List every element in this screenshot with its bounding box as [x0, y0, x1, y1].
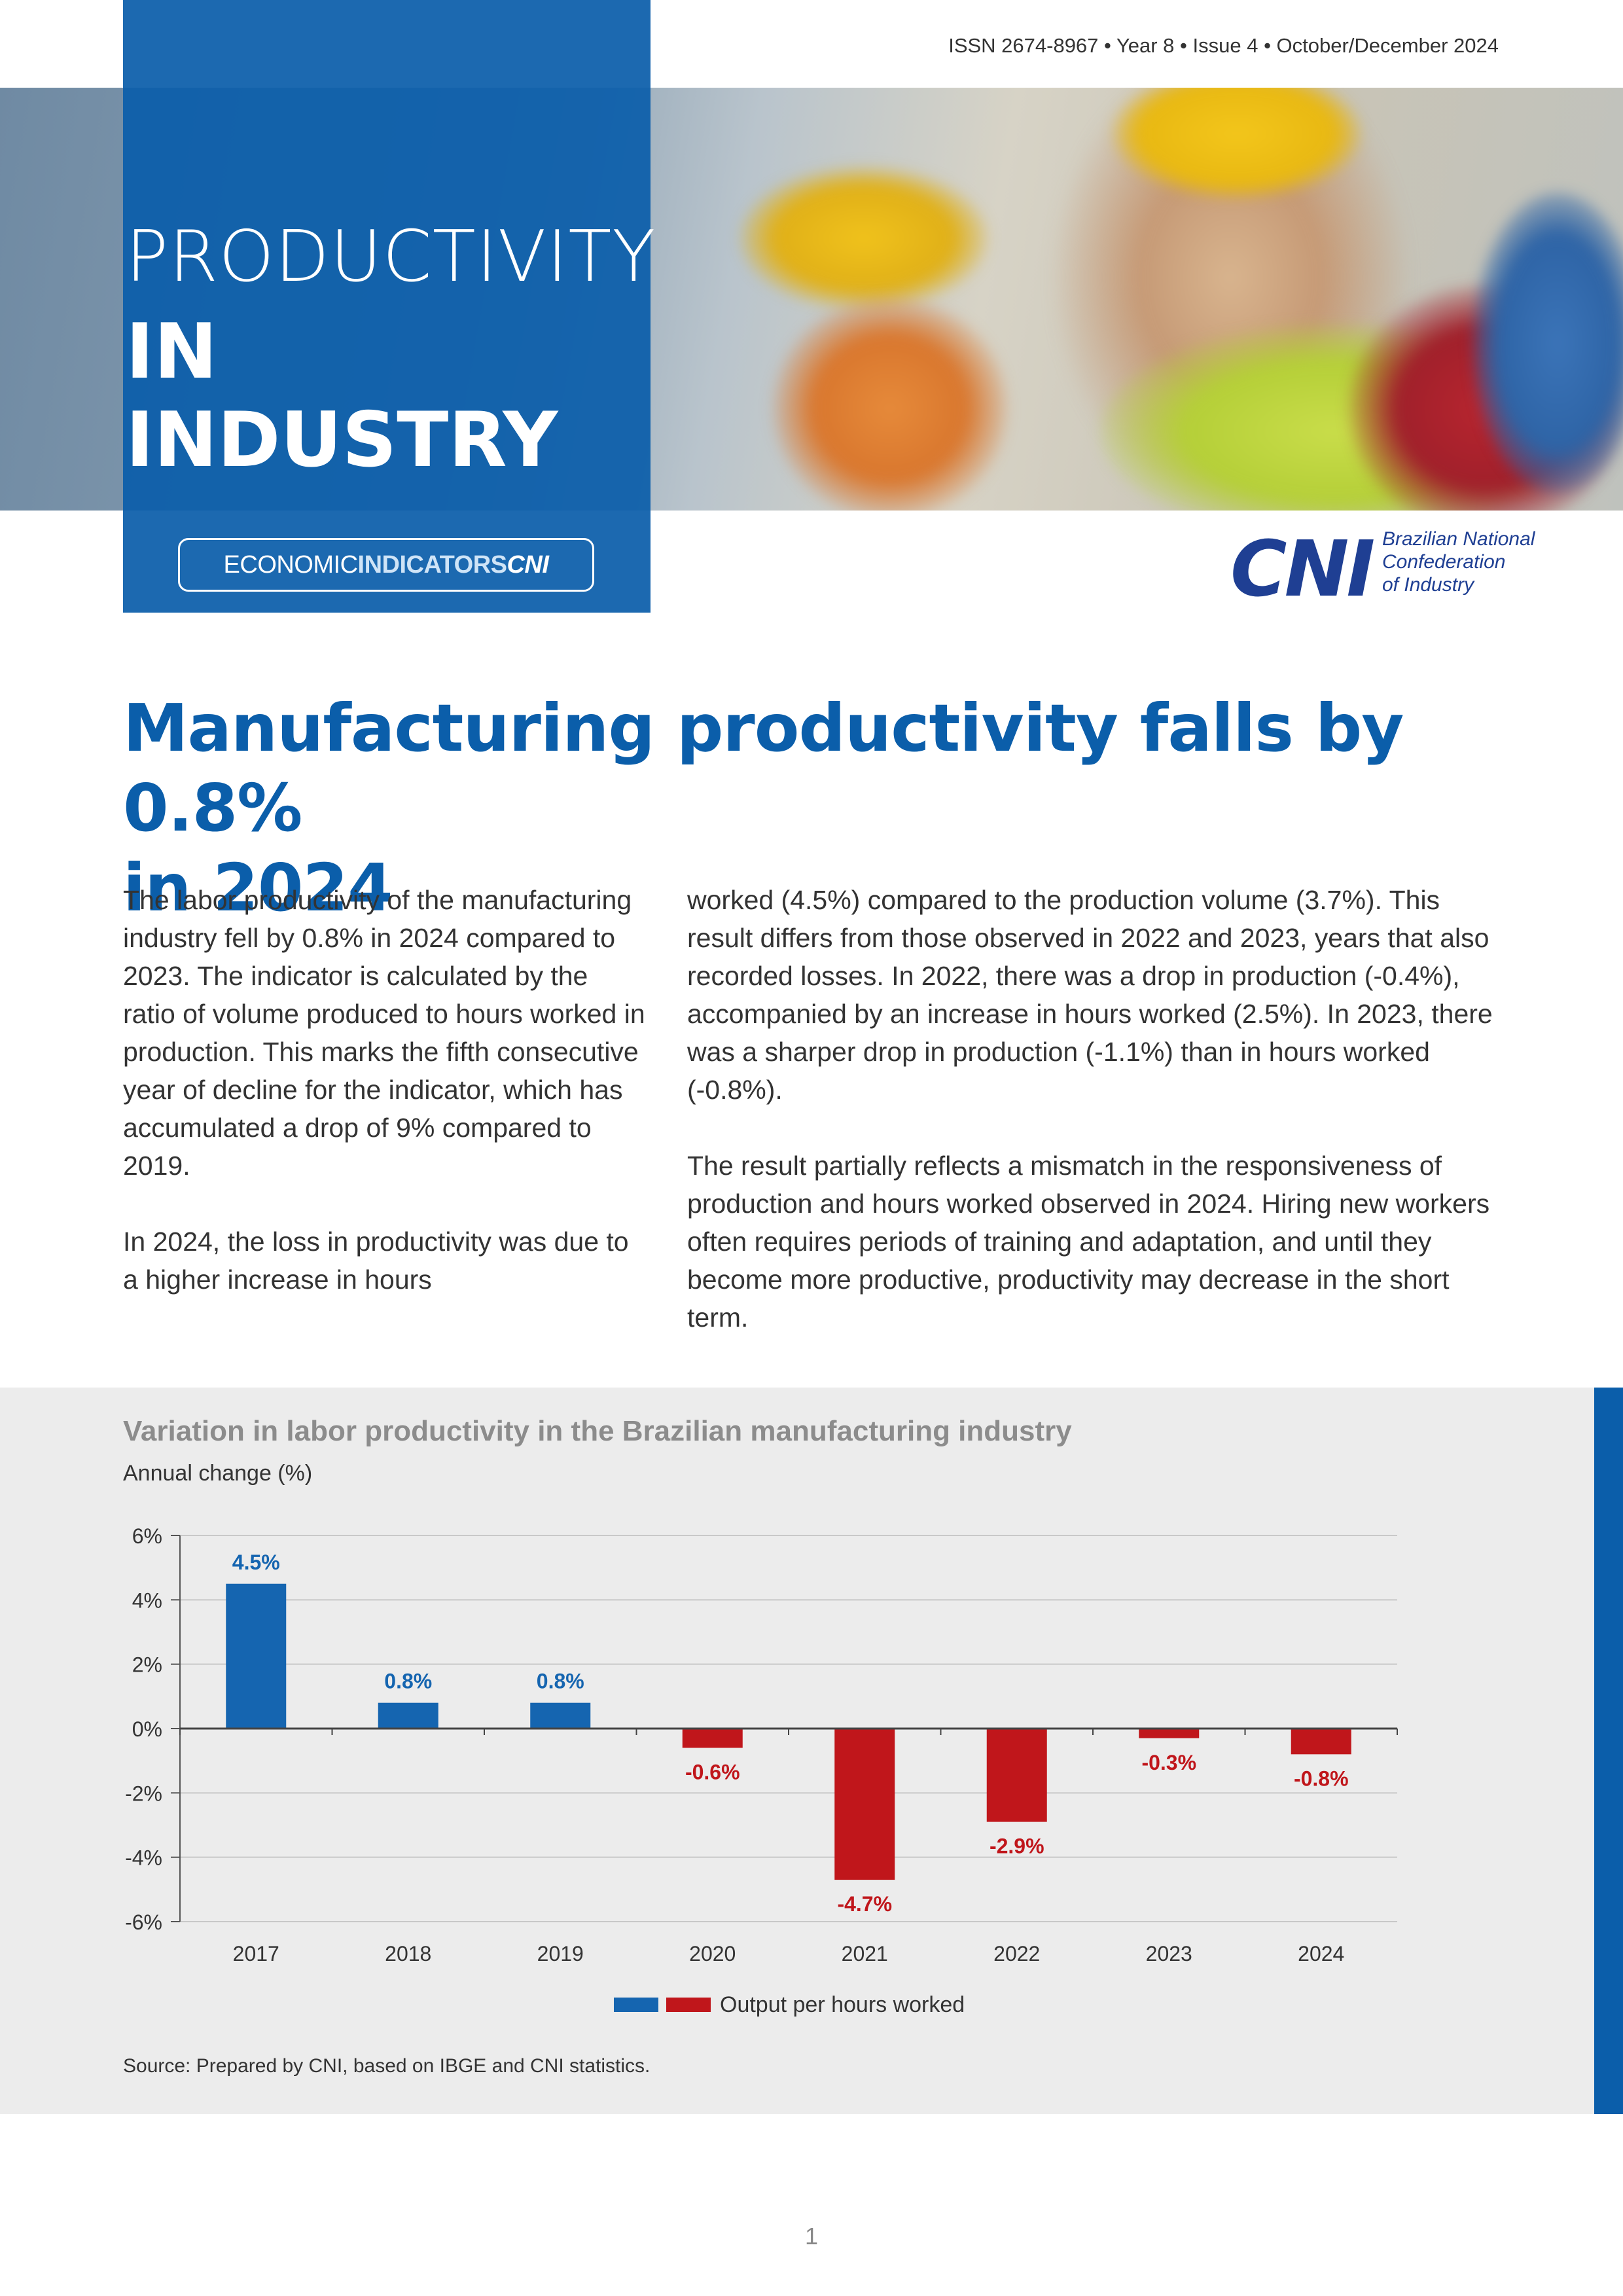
bar-2018	[378, 1702, 438, 1729]
economic-indicators-badge: ECONOMIC INDICATORS CNI	[178, 538, 594, 592]
legend-label: Output per hours worked	[720, 1992, 965, 2017]
y-tick-label: 6%	[132, 1524, 162, 1548]
article-headline: Manufacturing productivity falls by 0.8%…	[123, 689, 1497, 928]
badge-cni: CNI	[507, 550, 549, 579]
x-tick-label: 2020	[689, 1942, 736, 1965]
data-label: -4.7%	[837, 1892, 892, 1916]
chart-source: Source: Prepared by CNI, based on IBGE a…	[123, 2055, 651, 2077]
bar-2023	[1139, 1729, 1200, 1738]
paragraph: worked (4.5%) compared to the production…	[687, 885, 1493, 1105]
y-tick-label: -2%	[125, 1782, 162, 1805]
chart-title: Variation in labor productivity in the B…	[123, 1415, 1072, 1447]
x-tick-label: 2019	[537, 1942, 584, 1965]
data-label: 0.8%	[537, 1670, 584, 1693]
y-tick-label: 0%	[132, 1717, 162, 1741]
cni-org-line1: Brazilian National	[1382, 528, 1535, 550]
bar-2024	[1291, 1729, 1351, 1755]
x-tick-label: 2024	[1298, 1942, 1344, 1965]
bar-2022	[986, 1729, 1047, 1822]
paragraph: In 2024, the loss in productivity was du…	[123, 1227, 629, 1295]
legend-swatch-negative	[666, 1998, 711, 2012]
data-label: -0.8%	[1294, 1767, 1349, 1790]
cover-title-line1: PRODUCTIVITY	[126, 216, 656, 298]
badge-economic: ECONOMIC	[223, 550, 359, 579]
x-tick-label: 2021	[842, 1942, 888, 1965]
badge-indicators: INDICATORS	[357, 550, 507, 579]
data-label: -0.3%	[1141, 1751, 1196, 1774]
chart-subtitle: Annual change (%)	[123, 1461, 313, 1486]
data-label: -0.6%	[685, 1761, 740, 1784]
y-tick-label: 2%	[132, 1653, 162, 1677]
y-tick-label: -4%	[125, 1846, 162, 1870]
article-column-right: worked (4.5%) compared to the production…	[687, 881, 1505, 1374]
title-panel	[123, 0, 651, 613]
data-label: 4.5%	[232, 1551, 280, 1574]
x-tick-label: 2017	[233, 1942, 279, 1965]
y-tick-label: 4%	[132, 1588, 162, 1612]
x-tick-label: 2023	[1146, 1942, 1192, 1965]
bar-2017	[226, 1583, 287, 1729]
bar-2019	[530, 1702, 591, 1729]
article-column-left: The labor productivity of the manufactur…	[123, 881, 647, 1336]
cni-org-line2: Confederation	[1382, 551, 1506, 573]
x-tick-label: 2022	[993, 1942, 1040, 1965]
chart-accent-stripe	[1594, 1388, 1623, 2114]
bar-2021	[834, 1729, 895, 1880]
headline-line2: in 2024	[123, 850, 393, 926]
paragraph: The labor productivity of the manufactur…	[123, 885, 645, 1181]
issn-line: ISSN 2674-8967 • Year 8 • Issue 4 • Octo…	[948, 34, 1499, 57]
bar-2020	[682, 1729, 743, 1748]
data-label: 0.8%	[384, 1670, 432, 1693]
data-label: -2.9%	[990, 1835, 1044, 1858]
x-tick-label: 2018	[385, 1942, 431, 1965]
y-tick-label: -6%	[125, 1910, 162, 1934]
page-number: 1	[804, 2223, 819, 2250]
cover-title-line2: IN INDUSTRY	[126, 308, 558, 484]
paragraph: The result partially reflects a mismatch…	[687, 1151, 1490, 1333]
headline-line1: Manufacturing productivity falls by 0.8%	[123, 690, 1404, 846]
cni-logo: CNI	[1230, 524, 1375, 614]
cni-org-name: Brazilian National Confederation of Indu…	[1382, 528, 1552, 596]
cni-org-line3: of Industry	[1382, 574, 1474, 596]
legend-swatch-positive	[614, 1998, 658, 2012]
